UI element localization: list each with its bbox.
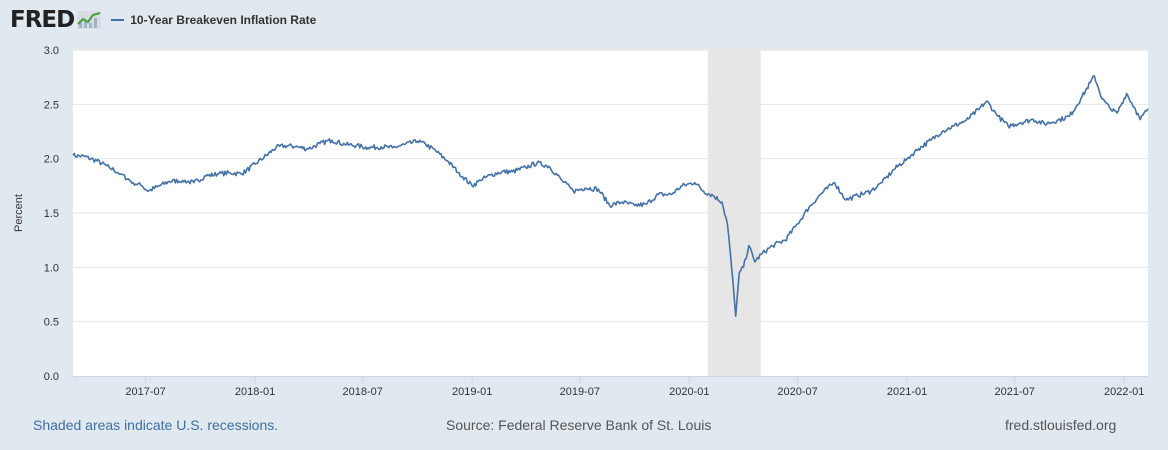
y-axis: 0.0 0.5 1.0 1.5 2.0 2.5 3.0 [44,45,59,383]
x-tick-label: 2020-01 [669,386,709,398]
y-tick-label: 1.0 [44,262,59,274]
x-tick-label: 2019-07 [560,386,600,398]
x-tick-label: 2018-01 [235,386,275,398]
legend-label: 10-Year Breakeven Inflation Rate [130,13,317,27]
y-tick-label: 2.5 [44,99,59,111]
legend: 10-Year Breakeven Inflation Rate [111,13,316,27]
gridlines [73,49,1148,323]
x-tick-label: 2021-01 [887,386,927,398]
x-tick-label: 2020-07 [777,386,817,398]
series-layer [72,75,1149,317]
legend-swatch [111,19,125,21]
site-link[interactable]: fred.stlouisfed.org [1005,417,1117,433]
x-tick-label: 2018-07 [343,386,383,398]
x-tick-label: 2022-01 [1104,386,1144,398]
source-text: Source: Federal Reserve Bank of St. Loui… [446,417,712,433]
recession-note-link[interactable]: Shaded areas indicate U.S. recessions. [33,417,279,433]
y-tick-label: 0.0 [44,371,59,383]
x-tick-label: 2021-07 [995,386,1035,398]
x-tick-label: 2017-07 [125,386,165,398]
chart-line-icon [77,11,102,29]
recession-bands [707,50,761,376]
y-tick-label: 3.0 [44,45,59,57]
fred-logo[interactable]: FRED [10,7,75,33]
line-chart: 0.0 0.5 1.0 1.5 2.0 2.5 3.0 2017-07 2018-01 2018… [13,45,1149,398]
x-tick-label: 2019-01 [452,386,492,398]
chart-header: FRED 10-Year Breakeven Inflation Rate [10,6,316,34]
series-line [72,75,1149,317]
x-axis: 2017-07 2018-01 2018-07 2019-01 2019-07 2020-… [73,376,1148,398]
y-tick-label: 2.0 [44,154,59,166]
y-tick-label: 0.5 [44,317,59,329]
y-tick-label: 1.5 [44,208,59,220]
y-axis-title: Percent [13,194,25,232]
recession-band [707,50,761,376]
